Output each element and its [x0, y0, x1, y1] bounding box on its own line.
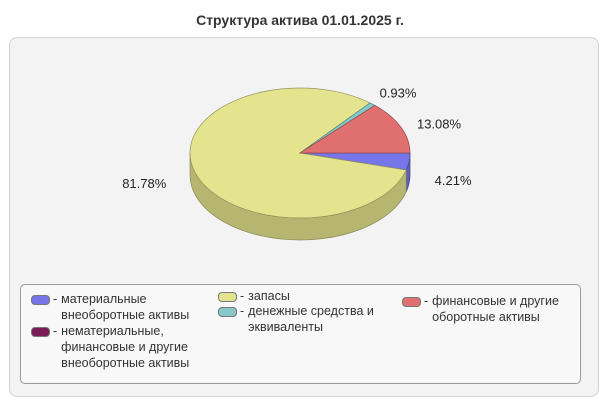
legend-swatch	[31, 327, 50, 337]
legend-item: - материальные внеоборотные активы	[31, 291, 211, 323]
legend-swatch	[31, 295, 50, 305]
legend-label: финансовые и другие оборотные активы	[432, 294, 559, 324]
data-label: 13.08%	[417, 116, 462, 131]
legend-label: материальные внеоборотные активы	[61, 292, 190, 322]
pie-chart: 4.21% 81.78% 0.93% 13.08%	[122, 85, 472, 241]
legend-swatch	[402, 297, 421, 307]
legend-item: - запасы	[218, 288, 398, 304]
data-label: 0.93%	[380, 85, 417, 100]
pie-slice[interactable]	[298, 104, 411, 154]
legend-item: - нематериальные, финансовые и другие вне…	[31, 323, 211, 371]
legend-label: денежные средства и эквиваленты	[248, 304, 374, 334]
chart-title: Структура актива 01.01.2025 г.	[196, 12, 404, 28]
legend-label: запасы	[248, 289, 290, 303]
pie-slice[interactable]	[189, 87, 407, 219]
legend-label: нематериальные, финансовые и другие внео…	[61, 324, 190, 370]
data-label: 4.21%	[435, 173, 472, 188]
legend: - материальные внеоборотные активы - немат…	[20, 284, 581, 384]
legend-swatch	[218, 307, 237, 317]
legend-item: - финансовые и другие оборотные активы	[402, 293, 582, 325]
legend-swatch	[218, 292, 237, 302]
legend-item: - денежные средства и эквиваленты	[218, 303, 398, 335]
data-label: 81.78%	[122, 176, 167, 191]
